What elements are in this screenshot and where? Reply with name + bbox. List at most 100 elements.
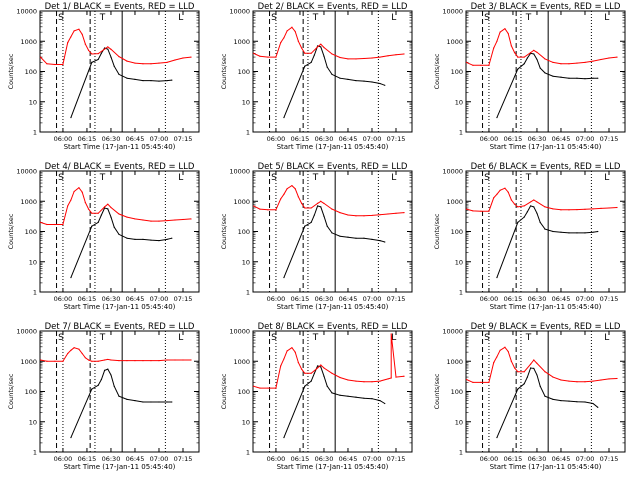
time-marker-l: L bbox=[178, 13, 183, 23]
data-point-lld bbox=[304, 372, 306, 374]
data-point-events bbox=[355, 237, 357, 239]
data-point-lld bbox=[39, 56, 42, 58]
data-point-lld bbox=[533, 49, 535, 51]
data-point-lld bbox=[67, 205, 69, 207]
data-point-events bbox=[310, 221, 312, 223]
data-point-lld bbox=[507, 191, 509, 193]
data-point-events bbox=[384, 241, 386, 243]
data-point-events bbox=[597, 406, 599, 408]
y-tick-label: 10000 bbox=[16, 8, 37, 16]
x-tick-label: 07:00 bbox=[363, 295, 382, 303]
data-point-lld bbox=[84, 357, 86, 359]
data-point-events bbox=[339, 77, 341, 79]
y-tick-label: 10 bbox=[242, 258, 250, 266]
data-point-lld bbox=[533, 359, 535, 361]
x-tick-label: 06:15 bbox=[504, 455, 523, 463]
data-point-lld bbox=[150, 220, 152, 222]
x-tick-label: 06:30 bbox=[102, 295, 121, 303]
data-point-lld bbox=[499, 189, 501, 191]
data-point-events bbox=[384, 402, 386, 405]
data-point-lld bbox=[568, 380, 570, 382]
data-point-lld bbox=[496, 356, 498, 358]
x-tick-label: 06:45 bbox=[552, 135, 571, 143]
time-marker-t: T bbox=[312, 173, 319, 183]
plot-frame bbox=[465, 170, 626, 293]
data-point-events bbox=[544, 228, 546, 230]
data-point-events bbox=[166, 238, 168, 240]
data-point-lld bbox=[87, 49, 90, 51]
data-point-lld bbox=[510, 45, 512, 47]
data-point-lld bbox=[592, 60, 594, 62]
data-point-lld bbox=[371, 381, 373, 383]
data-point-lld bbox=[87, 208, 90, 210]
time-marker-s: S bbox=[484, 13, 490, 23]
x-tick-label: 06:15 bbox=[78, 295, 97, 303]
data-point-lld bbox=[150, 63, 152, 65]
data-point-events bbox=[70, 436, 72, 439]
data-point-events bbox=[113, 385, 115, 387]
data-point-events bbox=[320, 366, 322, 368]
series-lld bbox=[253, 333, 405, 389]
y-axis-label: Counts/sec bbox=[433, 53, 441, 89]
data-point-lld bbox=[523, 56, 525, 58]
x-tick-label: 07:00 bbox=[576, 135, 595, 143]
data-point-lld bbox=[395, 376, 397, 378]
data-point-lld bbox=[280, 42, 282, 44]
data-point-lld bbox=[529, 52, 532, 54]
x-axis-label: Start Time (17-Jan-11 05:45:40) bbox=[64, 143, 176, 151]
y-axis-label: Counts/sec bbox=[220, 53, 228, 89]
y-tick-label: 10000 bbox=[229, 8, 250, 16]
series-lld bbox=[466, 27, 618, 66]
y-tick-label: 1000 bbox=[446, 358, 463, 366]
data-point-events bbox=[283, 116, 285, 119]
y-tick-label: 100 bbox=[238, 68, 250, 76]
data-point-lld bbox=[291, 347, 293, 349]
data-point-lld bbox=[390, 333, 392, 335]
data-point-events bbox=[323, 215, 325, 217]
data-point-lld bbox=[280, 365, 282, 367]
y-axis-label: Counts/sec bbox=[220, 373, 228, 409]
y-tick-label: 100 bbox=[238, 388, 250, 396]
data-point-events bbox=[134, 400, 136, 402]
y-tick-label: 10 bbox=[29, 418, 37, 426]
x-tick-label: 06:00 bbox=[480, 135, 499, 143]
data-point-events bbox=[134, 238, 136, 240]
data-point-lld bbox=[316, 46, 319, 48]
x-tick-label: 06:45 bbox=[126, 295, 145, 303]
data-point-lld bbox=[297, 196, 299, 198]
data-point-lld bbox=[390, 377, 392, 379]
data-point-events bbox=[584, 78, 586, 80]
panel-title: Det 5/ BLACK = Events, RED = LLD bbox=[258, 162, 408, 172]
data-point-lld bbox=[592, 380, 594, 382]
data-point-lld bbox=[616, 377, 618, 380]
data-point-events bbox=[526, 57, 528, 59]
data-point-lld bbox=[363, 381, 365, 383]
y-tick-label: 10000 bbox=[442, 8, 463, 16]
data-point-lld bbox=[142, 360, 144, 362]
time-marker-l: L bbox=[391, 333, 396, 343]
data-point-events bbox=[592, 77, 594, 79]
data-point-events bbox=[536, 212, 538, 214]
data-point-lld bbox=[339, 212, 341, 214]
x-tick-label: 07:15 bbox=[600, 295, 619, 303]
y-axis-label: Counts/sec bbox=[433, 213, 441, 249]
data-point-lld bbox=[70, 199, 72, 201]
data-point-lld bbox=[103, 359, 106, 361]
series-events bbox=[70, 207, 172, 278]
time-marker-t: T bbox=[99, 13, 106, 23]
x-tick-label: 06:00 bbox=[54, 455, 73, 463]
y-axis-label: Counts/sec bbox=[7, 213, 15, 249]
data-point-events bbox=[331, 232, 333, 234]
data-point-events bbox=[552, 75, 554, 77]
x-tick-label: 06:30 bbox=[528, 455, 547, 463]
data-point-events bbox=[166, 401, 168, 403]
y-tick-label: 1 bbox=[33, 449, 37, 457]
data-point-lld bbox=[110, 359, 112, 361]
data-point-lld bbox=[70, 36, 72, 38]
data-point-events bbox=[323, 375, 325, 377]
data-point-events bbox=[576, 77, 578, 79]
data-point-lld bbox=[316, 367, 319, 369]
data-point-lld bbox=[67, 42, 69, 44]
x-axis-label: Start Time (17-Jan-11 05:45:40) bbox=[490, 303, 602, 311]
y-tick-label: 100 bbox=[451, 228, 463, 236]
